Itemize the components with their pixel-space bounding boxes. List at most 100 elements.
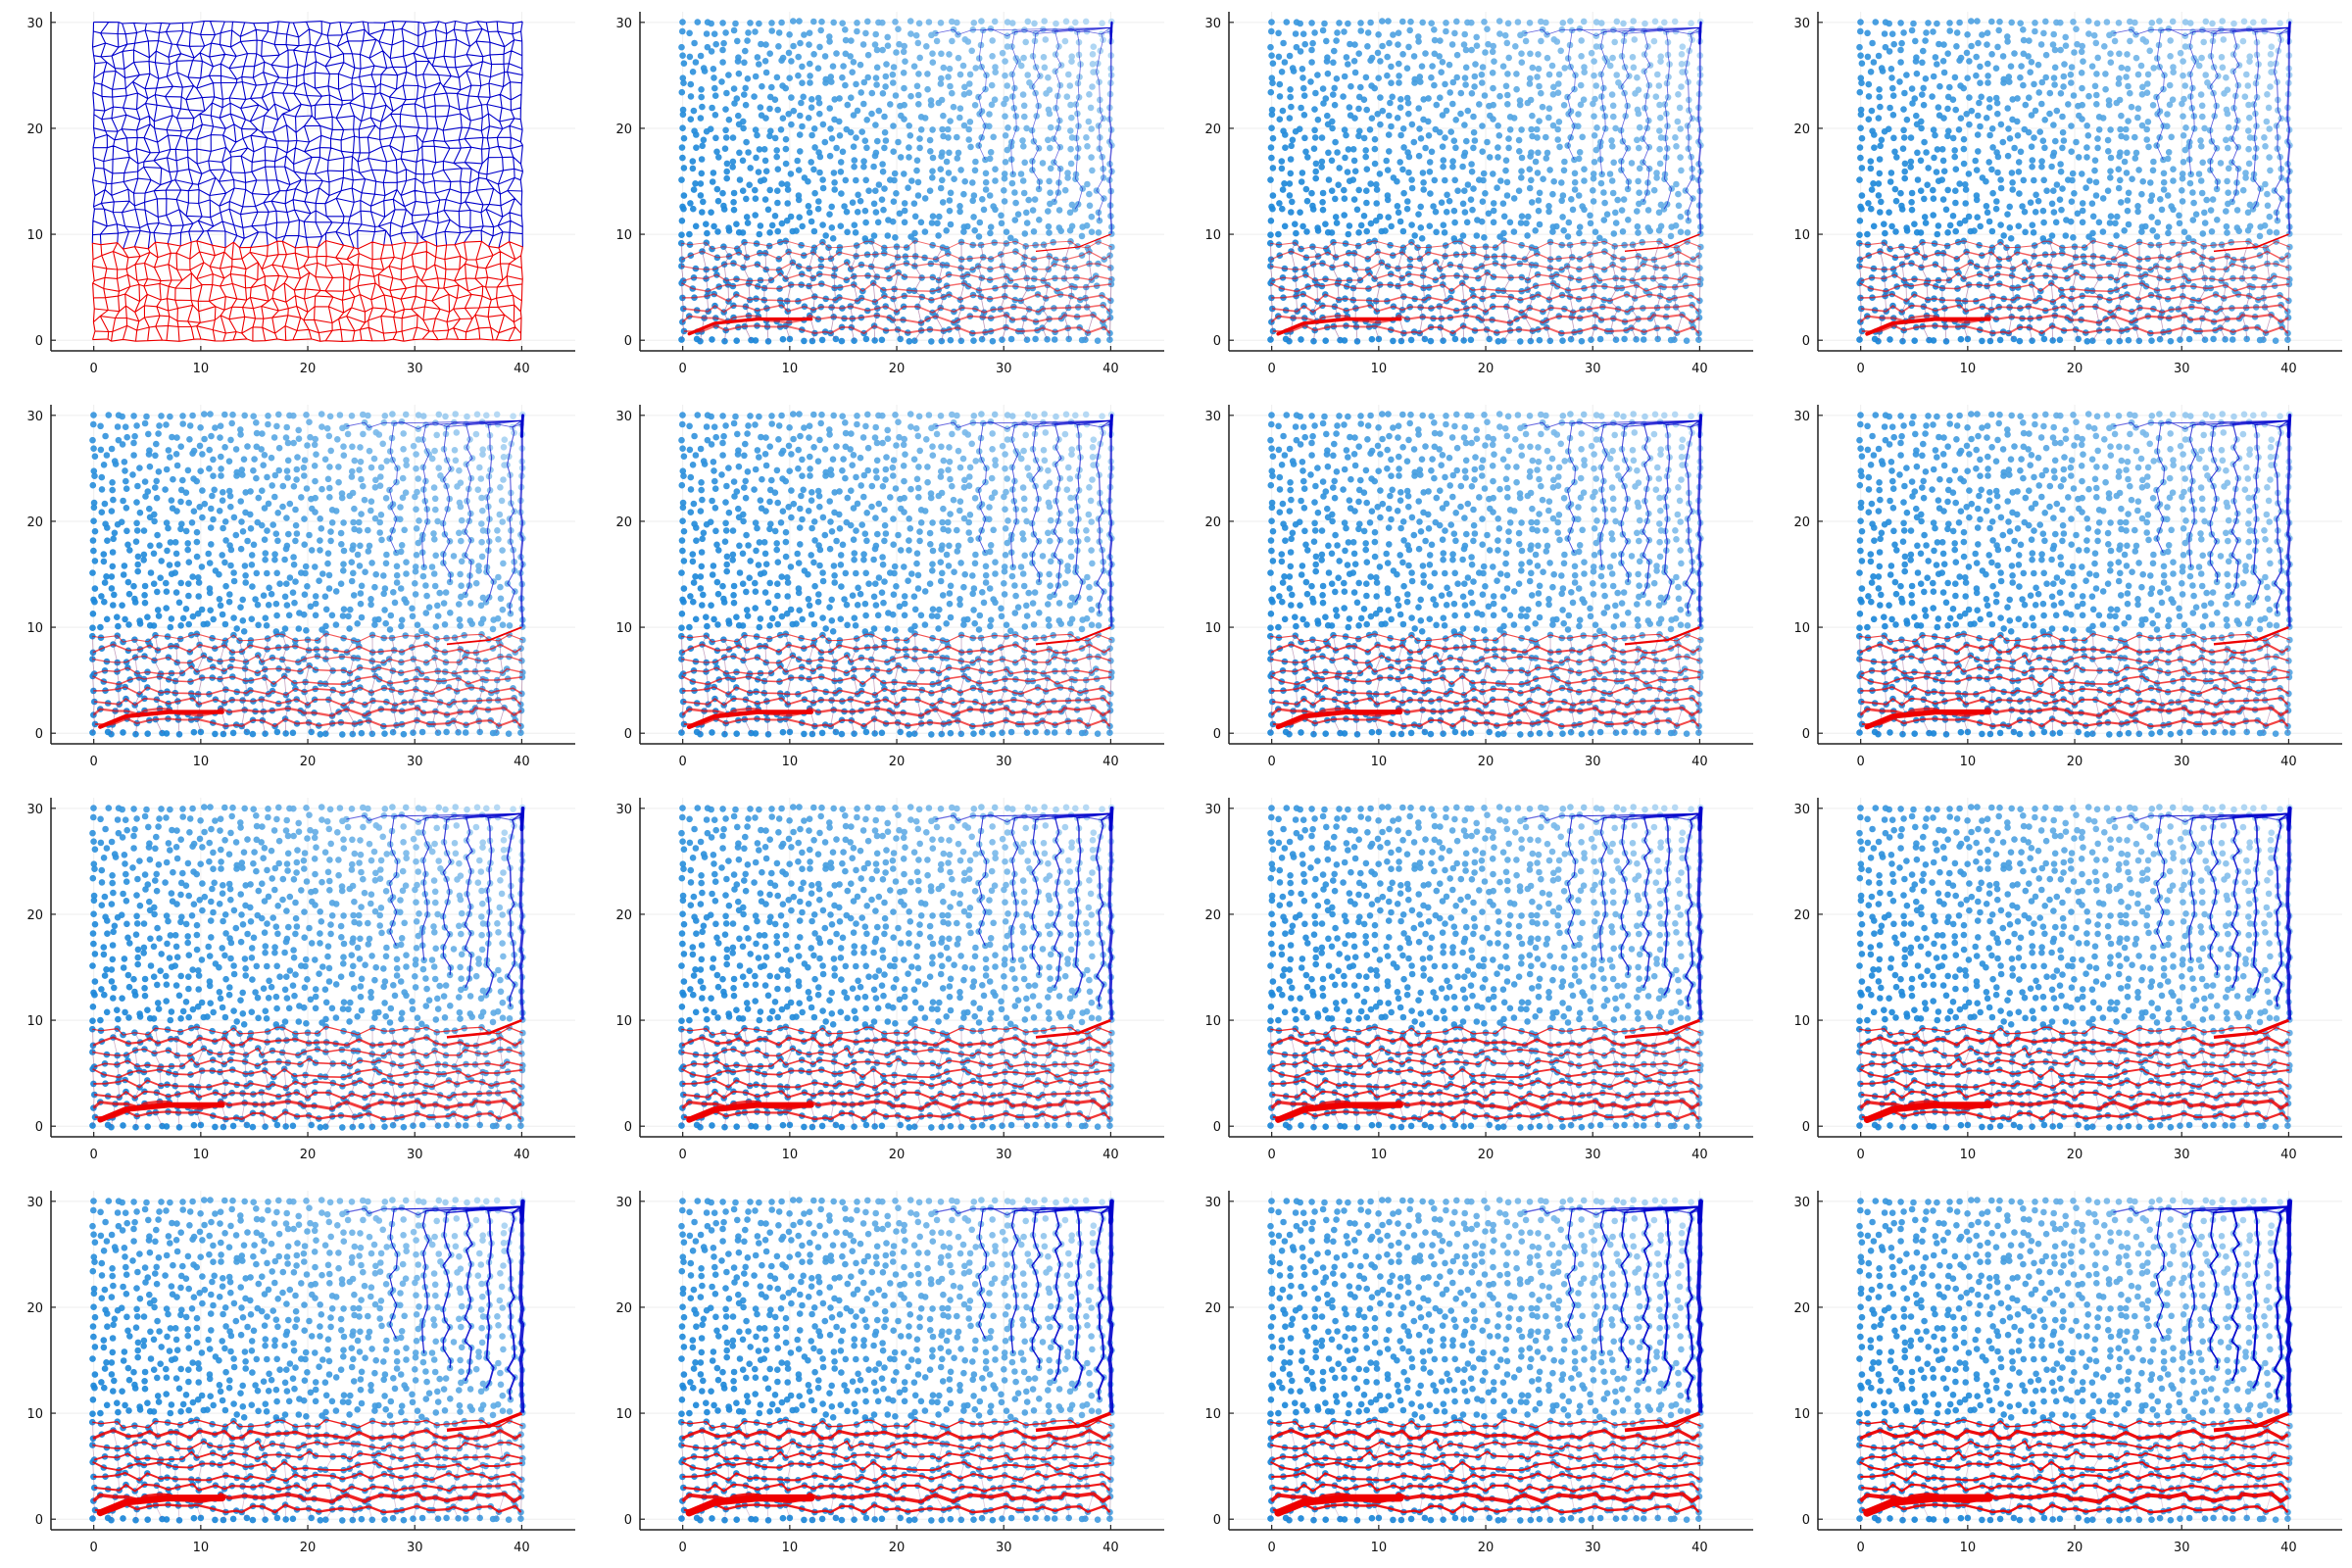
node-point xyxy=(1298,104,1304,112)
node-point xyxy=(678,336,685,343)
node-point xyxy=(1529,64,1537,72)
node-point xyxy=(1269,134,1277,142)
node-point xyxy=(987,223,995,230)
node-point xyxy=(2026,37,2033,44)
node-point xyxy=(1471,73,1479,80)
node-point xyxy=(230,514,238,521)
node-point xyxy=(811,144,818,151)
node-point xyxy=(926,187,934,194)
node-point xyxy=(861,207,869,215)
node-point xyxy=(1635,177,1642,185)
node-point xyxy=(1921,195,1928,203)
node-point xyxy=(691,127,698,134)
node-point xyxy=(1490,116,1496,122)
node-point xyxy=(356,563,364,569)
node-point xyxy=(2166,81,2174,89)
node-point xyxy=(1964,31,1971,38)
node-point xyxy=(810,166,817,173)
node-point xyxy=(346,625,353,632)
node-point xyxy=(768,221,776,229)
node-point xyxy=(1355,105,1362,113)
node-point xyxy=(778,19,785,26)
node-point xyxy=(1608,91,1616,98)
node-point xyxy=(2125,220,2132,228)
node-point xyxy=(1676,104,1684,112)
node-point xyxy=(731,100,738,107)
node-point xyxy=(1631,36,1639,43)
node-point xyxy=(151,511,158,518)
node-point xyxy=(2088,63,2096,70)
node-point xyxy=(1470,144,1477,152)
node-point xyxy=(100,551,108,558)
node-point xyxy=(1504,101,1511,108)
node-point xyxy=(742,101,750,109)
node-point xyxy=(940,112,947,120)
node-point xyxy=(1960,145,1968,153)
node-point xyxy=(680,192,688,199)
node-point xyxy=(1560,226,1567,234)
node-point xyxy=(2079,200,2086,207)
node-point xyxy=(816,43,823,51)
node-point xyxy=(1341,126,1348,133)
node-point xyxy=(1984,29,1991,36)
node-point xyxy=(786,335,794,343)
node-point xyxy=(795,72,802,79)
x-tick-label: 10 xyxy=(782,362,799,376)
node-point xyxy=(970,20,978,26)
node-point xyxy=(1997,184,2005,192)
node-point xyxy=(2233,207,2241,214)
node-point xyxy=(742,47,749,55)
node-point xyxy=(1921,138,1928,146)
node-point xyxy=(967,143,974,151)
node-point xyxy=(1901,174,1908,182)
node-point xyxy=(326,494,333,501)
node-point xyxy=(154,588,161,596)
node-point xyxy=(1957,335,1965,343)
node-point xyxy=(831,96,838,103)
node-point xyxy=(1340,93,1347,100)
node-point xyxy=(1425,132,1433,139)
node-point xyxy=(1897,20,1904,26)
node-point xyxy=(458,558,466,565)
node-point xyxy=(2209,20,2216,27)
node-point xyxy=(1513,85,1520,93)
node-point xyxy=(1610,159,1617,167)
node-point xyxy=(1944,229,1951,236)
node-point xyxy=(1334,149,1341,156)
node-point xyxy=(210,615,217,623)
node-point xyxy=(736,149,743,157)
node-point xyxy=(1575,122,1582,130)
node-point xyxy=(292,578,299,585)
node-point xyxy=(1459,163,1466,171)
node-point xyxy=(479,615,487,623)
node-point xyxy=(697,115,705,122)
node-point xyxy=(1499,200,1507,207)
node-point xyxy=(1299,74,1306,81)
node-point xyxy=(1671,336,1678,344)
node-point xyxy=(1422,144,1429,152)
node-point xyxy=(881,113,888,121)
node-point xyxy=(2070,92,2078,99)
node-point xyxy=(2264,91,2271,98)
node-point xyxy=(837,169,845,175)
node-point xyxy=(1360,213,1368,220)
node-point xyxy=(1086,91,1093,98)
node-point xyxy=(1386,148,1393,155)
node-point xyxy=(1330,59,1337,67)
node-point xyxy=(2214,217,2221,223)
node-point xyxy=(2028,143,2035,150)
node-point xyxy=(2164,111,2171,118)
node-point xyxy=(1460,337,1467,344)
node-point xyxy=(1089,167,1096,174)
node-point xyxy=(1634,74,1641,81)
node-point xyxy=(1597,20,1605,26)
node-point xyxy=(409,605,416,612)
node-point xyxy=(1518,168,1525,174)
node-point xyxy=(732,20,739,27)
node-point xyxy=(1903,72,1910,78)
node-point xyxy=(1918,124,1925,132)
node-point xyxy=(901,101,907,109)
node-point xyxy=(774,199,781,207)
node-point xyxy=(2090,31,2098,39)
node-point xyxy=(1343,54,1350,61)
